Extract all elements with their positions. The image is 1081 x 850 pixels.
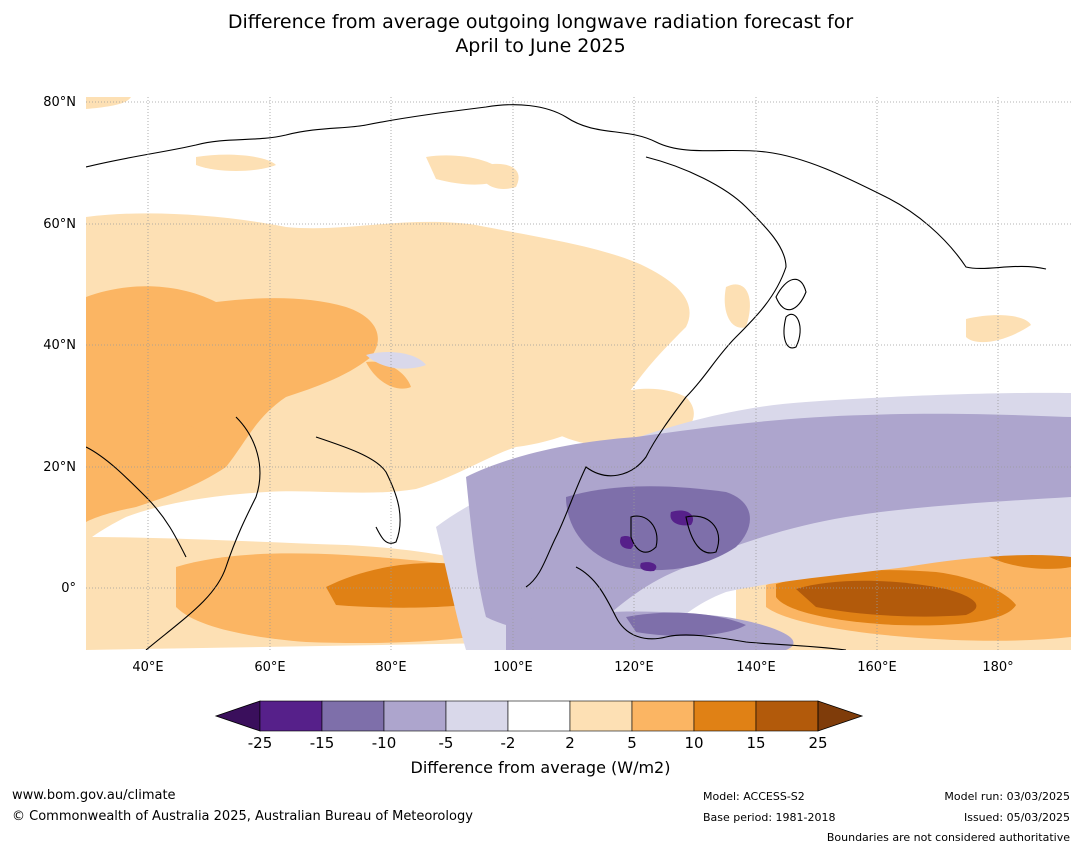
title-line-2: April to June 2025 — [455, 35, 626, 57]
footer-issued: Issued: 05/03/2025 — [963, 811, 1070, 824]
lat-label-equator: 0° — [61, 581, 76, 596]
colorbar-tick: 2 — [565, 734, 575, 752]
colorbar-tick: -2 — [500, 734, 516, 752]
colorbar-tick: 5 — [627, 734, 637, 752]
footer-base-period: Base period: 1981-2018 — [703, 811, 836, 824]
colorbar-cell — [321, 700, 385, 732]
forecast-map — [86, 97, 1071, 650]
lon-label-140e: 140°E — [736, 660, 776, 675]
lon-label-80e: 80°E — [375, 660, 407, 675]
colorbar-extend-high — [817, 700, 864, 732]
colorbar-cell — [693, 700, 757, 732]
lon-label-60e: 60°E — [254, 660, 286, 675]
lat-label-40n: 40°N — [43, 338, 76, 353]
footer-model-run: Model run: 03/03/2025 — [944, 790, 1070, 803]
lat-label-80n: 80°N — [43, 95, 76, 110]
colorbar-tick: -5 — [438, 734, 454, 752]
title-line-1: Difference from average outgoing longwav… — [227, 11, 854, 33]
colorbar-cell — [569, 700, 633, 732]
lon-label-120e: 120°E — [614, 660, 654, 675]
colorbar-tick: -25 — [247, 734, 273, 752]
colorbar-tick: 15 — [746, 734, 766, 752]
map-canvas — [86, 97, 1071, 650]
colorbar-extend-low — [214, 700, 261, 732]
lat-label-20n: 20°N — [43, 460, 76, 475]
colorbar-tick: -10 — [371, 734, 397, 752]
colorbar-cell — [631, 700, 695, 732]
colorbar-tick: 25 — [808, 734, 828, 752]
map-title: Difference from average outgoing longwav… — [0, 10, 1081, 58]
lon-label-160e: 160°E — [857, 660, 897, 675]
lat-label-60n: 60°N — [43, 217, 76, 232]
colorbar-tick: 10 — [684, 734, 704, 752]
coastlines — [86, 104, 1047, 650]
colorbar-cell — [755, 700, 819, 732]
footer-model: Model: ACCESS-S2 — [703, 790, 805, 803]
colorbar-label: Difference from average (W/m2) — [410, 758, 671, 777]
anomaly-minus-15-to-minus-10 — [566, 486, 750, 637]
footer-copyright: © Commonwealth of Australia 2025, Austra… — [12, 809, 473, 824]
footer-disclaimer: Boundaries are not considered authoritat… — [826, 831, 1070, 844]
colorbar-tick: -15 — [309, 734, 335, 752]
colorbar-cell — [445, 700, 509, 732]
colorbar-cell — [383, 700, 447, 732]
graticule — [86, 97, 1071, 650]
footer-url[interactable]: www.bom.gov.au/climate — [12, 788, 176, 803]
colorbar-cell — [259, 700, 323, 732]
colorbar-cell — [507, 700, 571, 732]
lon-label-40e: 40°E — [132, 660, 164, 675]
colorbar — [214, 700, 864, 732]
lon-label-100e: 100°E — [493, 660, 533, 675]
lon-label-180: 180° — [982, 660, 1014, 675]
